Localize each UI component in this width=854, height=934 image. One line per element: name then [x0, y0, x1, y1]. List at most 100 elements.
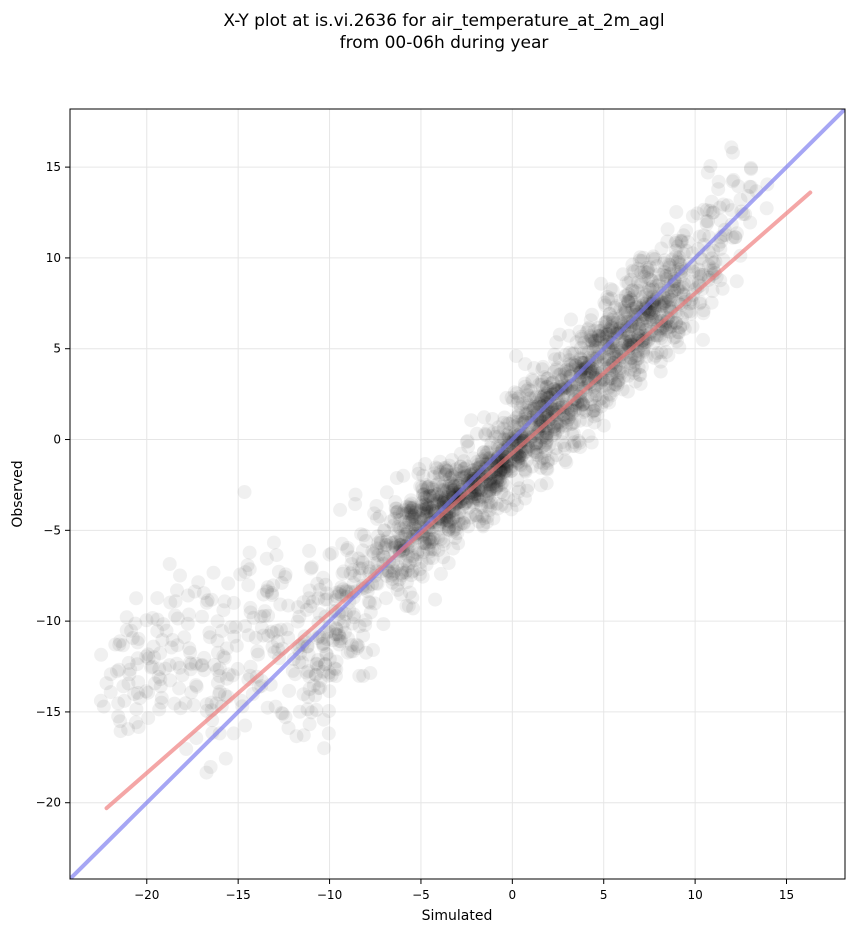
- scatter-point-1179: [521, 478, 536, 493]
- scatter-point-323: [324, 546, 339, 561]
- scatter-point-377: [335, 536, 350, 551]
- scatter-point-1119: [478, 428, 493, 443]
- scatter-point-415: [354, 527, 369, 542]
- scatter-point-29: [130, 635, 145, 650]
- scatter-point-2139: [648, 348, 663, 363]
- scatter-point-618: [415, 482, 430, 497]
- scatter-point-102: [189, 678, 203, 693]
- scatter-point-192: [245, 687, 260, 701]
- scatter-point-8: [113, 724, 128, 739]
- scatter-point-1547: [570, 377, 585, 392]
- scatter-point-1108: [494, 497, 509, 512]
- scatter-point-91: [182, 655, 197, 670]
- scatter-point-114: [200, 593, 215, 608]
- scatter-point-533: [390, 558, 405, 573]
- scatter-point-15: [99, 676, 114, 691]
- scatter-point-443: [363, 605, 378, 620]
- scatter-point-976: [491, 478, 506, 493]
- scatter-point-189: [242, 545, 257, 560]
- scatter-point-1343: [539, 430, 554, 445]
- scatter-point-1507: [558, 453, 573, 468]
- scatter-point-1397: [544, 428, 559, 443]
- scatter-point-586: [419, 537, 434, 552]
- scatter-point-568: [428, 592, 443, 607]
- scatter-point-19: [94, 647, 109, 662]
- scatter-point-0: [103, 667, 118, 682]
- scatter-point-65: [158, 661, 173, 676]
- scatter-point-1472: [542, 438, 556, 453]
- scatter-point-240: [319, 647, 334, 662]
- scatter-point-131: [207, 657, 222, 672]
- scatter-point-458: [394, 587, 409, 602]
- scatter-point-859: [442, 471, 457, 486]
- scatter-point-191: [251, 647, 266, 662]
- scatter-point-81: [187, 584, 202, 599]
- scatter-point-59: [152, 702, 167, 717]
- scatter-point-777: [463, 486, 478, 501]
- scatter-point-655: [451, 517, 466, 532]
- scatter-point-63: [163, 673, 178, 688]
- scatter-point-375: [340, 543, 354, 557]
- scatter-point-780: [457, 516, 471, 531]
- scatter-point-1294: [538, 386, 553, 401]
- scatter-point-627: [436, 550, 451, 565]
- scatter-point-768: [418, 457, 433, 471]
- scatter-point-285: [296, 728, 311, 743]
- scatter-point-416: [399, 599, 414, 613]
- scatter-point-279: [326, 633, 341, 648]
- scatter-point-5: [113, 714, 128, 729]
- scatter-point-1373: [536, 389, 551, 404]
- scatter-point-183: [243, 605, 258, 620]
- scatter-point-418: [347, 568, 362, 583]
- scatter-point-1411: [539, 379, 554, 394]
- scatter-point-719: [454, 517, 468, 532]
- scatter-point-47: [141, 711, 156, 725]
- scatter-point-1184: [539, 461, 554, 476]
- scatter-point-989: [486, 476, 501, 491]
- scatter-point-463: [394, 530, 409, 545]
- scatter-point-504: [422, 532, 437, 547]
- scatter-point-860: [435, 479, 450, 494]
- scatter-point-1139: [490, 474, 505, 489]
- regression-lines: [70, 109, 845, 879]
- scatter-point-614: [445, 477, 459, 492]
- scatter-point-288: [302, 669, 317, 684]
- scatter-point-262: [301, 664, 316, 679]
- scatter-point-1013: [478, 448, 493, 463]
- scatter-point-687: [421, 500, 436, 515]
- scatter-point-988: [490, 501, 505, 516]
- scatter-point-1406: [549, 362, 564, 377]
- scatter-point-109: [199, 595, 214, 610]
- scatter-point-133: [226, 595, 241, 610]
- scatter-point-474: [390, 578, 405, 593]
- scatter-point-410: [377, 541, 392, 555]
- scatter-point-480: [378, 537, 393, 552]
- scatter-point-281: [315, 630, 330, 645]
- scatter-point-589: [396, 520, 411, 535]
- scatter-point-1240: [497, 456, 512, 471]
- scatter-point-1392: [580, 376, 595, 391]
- scatter-point-660: [409, 503, 424, 518]
- scatter-point-165: [238, 718, 253, 733]
- scatter-point-605: [419, 501, 434, 516]
- scatter-point-220: [275, 706, 290, 721]
- scatter-point-143: [230, 661, 245, 676]
- scatter-point-789: [453, 488, 468, 502]
- scatter-point-700: [421, 542, 436, 557]
- scatter-point-899: [475, 509, 490, 523]
- scatter-point-1003: [467, 467, 482, 482]
- scatter-point-1032: [481, 495, 496, 510]
- scatter-point-162: [260, 700, 275, 715]
- scatter-point-1127: [497, 478, 512, 493]
- scatter-point-221: [295, 655, 310, 670]
- grid-lines: [70, 109, 845, 879]
- scatter-point-1570: [581, 375, 596, 390]
- scatter-point-1097: [486, 425, 501, 440]
- scatter-point-1315: [538, 437, 553, 452]
- scatter-point-867: [454, 494, 469, 508]
- scatter-point-173: [246, 610, 261, 625]
- scatter-point-850: [471, 492, 486, 507]
- scatter-point-1413: [553, 418, 568, 433]
- scatter-point-385: [363, 666, 378, 680]
- scatter-point-270: [311, 591, 326, 606]
